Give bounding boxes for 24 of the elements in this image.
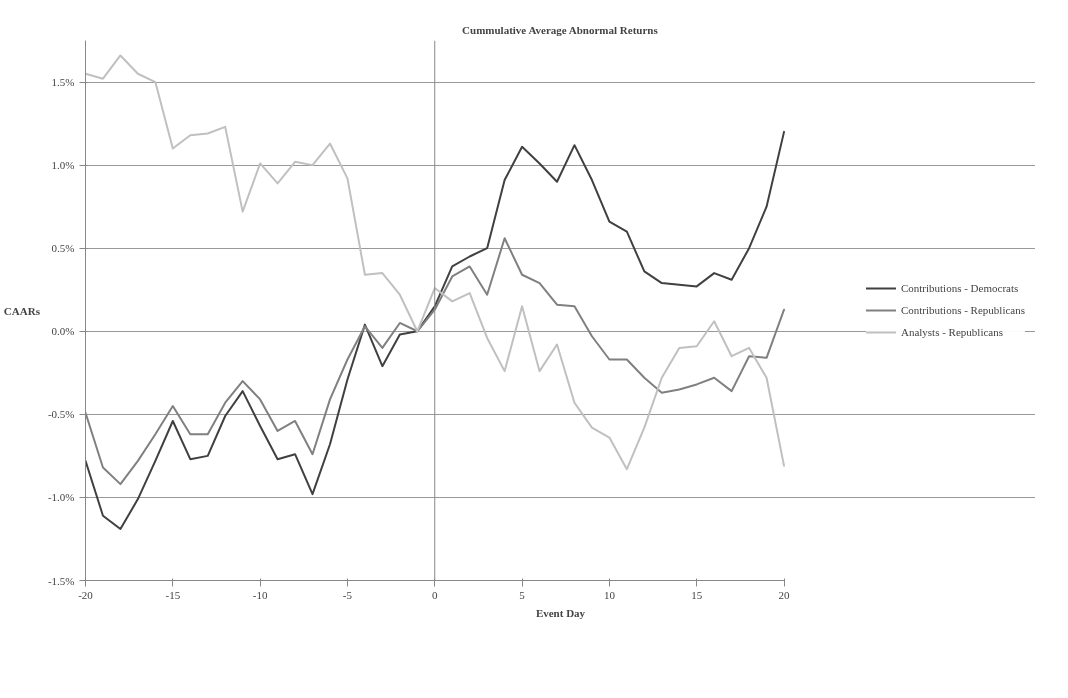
x-tick-label: -5	[342, 588, 353, 601]
x-axis-title: Event Day	[535, 606, 586, 619]
x-tick-label: -15	[165, 588, 181, 601]
x-tick-label: 10	[603, 588, 616, 601]
y-tick-label: 0.0%	[51, 325, 75, 338]
x-tick-label: 15	[691, 588, 703, 601]
y-tick-label: 0.5%	[51, 242, 75, 255]
y-tick-label: -0.5%	[47, 408, 75, 421]
legend-label: Analysts - Republicans	[900, 326, 1003, 338]
line-series	[85, 54, 786, 471]
y-tick-label: 1.5%	[51, 76, 75, 89]
x-tick-label: 0	[432, 588, 439, 601]
y-tick-label: -1.0%	[47, 491, 75, 504]
x-tick-label: -20	[78, 588, 94, 601]
legend-label: Contributions - Democrats	[900, 282, 1019, 294]
y-axis-title: CAARs	[3, 304, 41, 317]
line-series	[85, 130, 786, 530]
x-tick-label: 20	[778, 588, 791, 601]
x-tick-label: -10	[252, 588, 268, 601]
legend-label: Contributions - Republicans	[900, 304, 1025, 316]
y-tick-label: 1.0%	[51, 159, 75, 172]
y-tick-label: -1.5%	[47, 574, 75, 587]
x-tick-label: 5	[519, 588, 526, 601]
chart-title: Cummulative Average Abnormal Returns	[462, 23, 659, 36]
